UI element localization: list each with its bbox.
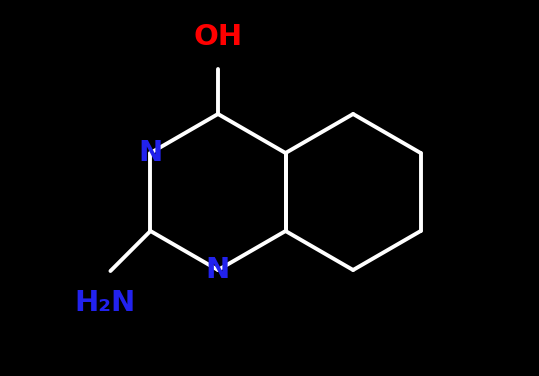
Text: N: N bbox=[139, 139, 163, 167]
Text: N: N bbox=[206, 256, 230, 284]
Text: H₂N: H₂N bbox=[75, 289, 136, 317]
Text: OH: OH bbox=[194, 23, 243, 51]
